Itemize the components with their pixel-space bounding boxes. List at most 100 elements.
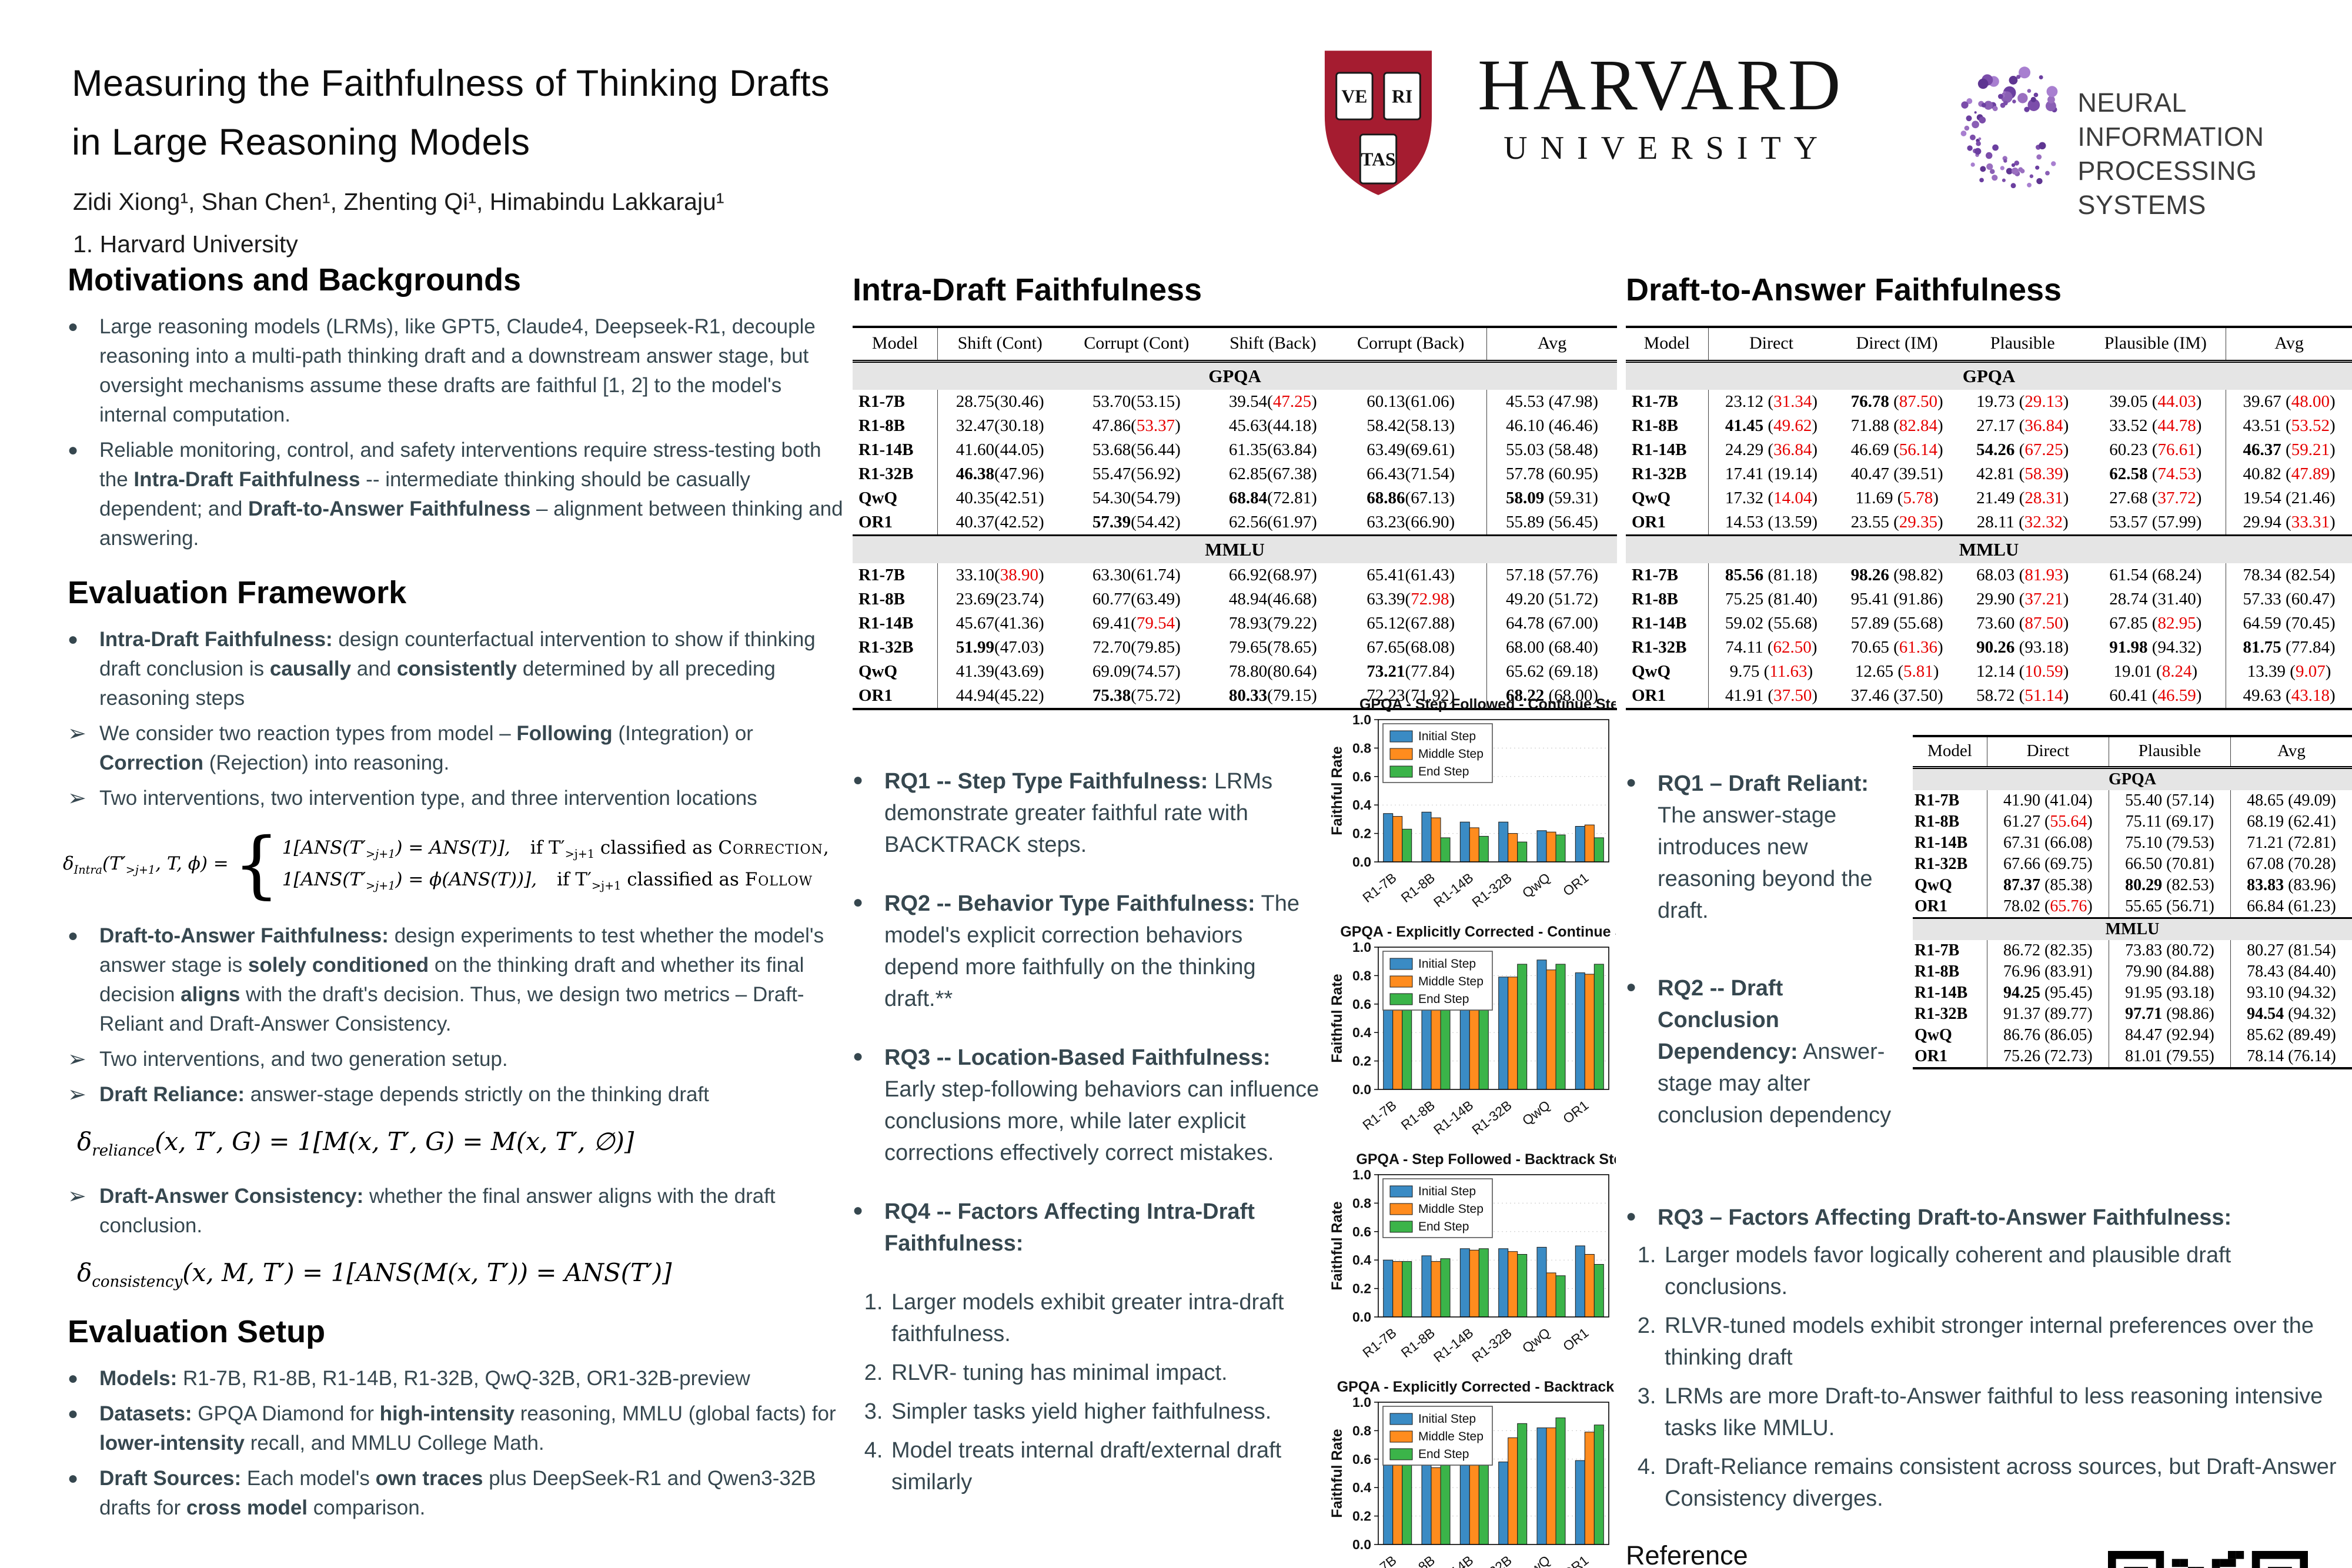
table-row: R1-14B 24.29 (36.84) 46.69 (56.14) 54.26 (6… bbox=[1626, 438, 2352, 462]
model-cell: OR1 bbox=[1632, 513, 1666, 531]
x-tick-label: QwQ bbox=[1519, 1325, 1553, 1356]
table-cell: 61.27 (55.64) bbox=[1986, 811, 2109, 833]
rq-item: ● RQ3 – Factors Affecting Draft-to-Answe… bbox=[1626, 1202, 2352, 1233]
table-cell: 65.62 (69.18) bbox=[1486, 660, 1617, 684]
bar-initial-step bbox=[1383, 813, 1394, 862]
section-band-row: GPQA bbox=[853, 361, 1617, 390]
consistency-table: Model Direct Plausible Avg GPQA R1-7B 41.90 (4… bbox=[1913, 735, 2352, 1177]
table-row: R1-7B 28.75(30.46) 53.70(53.15) 39.54(47.25… bbox=[853, 390, 1617, 414]
arrow-bullet-icon: ➢ bbox=[68, 786, 86, 811]
table-cell: 64.59 (70.45) bbox=[2226, 611, 2352, 636]
table-cell: 19.54 (21.46) bbox=[2226, 486, 2352, 510]
formula-cases: 1[ANS(T′>j+1) = ANS(T)], if T′>j+1 class… bbox=[282, 837, 830, 892]
list-item: ➢ Draft-Answer Consistency: whether the … bbox=[68, 1182, 844, 1241]
table-cell: 28.75(30.46) bbox=[937, 390, 1063, 414]
rq-numbered-item: Larger models favor logically coherent a… bbox=[1662, 1239, 2352, 1303]
bar-middle-step bbox=[1584, 974, 1595, 1090]
x-tick-label: R1-7B bbox=[1359, 870, 1399, 905]
formula-lhs: δIntra(T′>j+1, T, ϕ) = bbox=[63, 852, 229, 877]
results-table: Model Direct Direct (IM) Plausible Plausible… bbox=[1626, 326, 2352, 710]
arrow-bullet-icon: ➢ bbox=[68, 1047, 86, 1072]
table-cell: 66.50 (70.81) bbox=[2108, 854, 2231, 875]
x-tick-label: R1-14B bbox=[1431, 1552, 1476, 1568]
table-cell: 46.38(47.96) bbox=[937, 462, 1063, 486]
university-text: UNIVERSITY bbox=[1504, 130, 1831, 166]
qr-code bbox=[2108, 1551, 2308, 1568]
x-tick-label: R1-32B bbox=[1469, 870, 1514, 910]
formula-brace: { bbox=[233, 823, 280, 907]
rq-numbered-list: Larger models exhibit greater intra-draf… bbox=[853, 1286, 1323, 1498]
table-row: R1-8B 23.69(23.74) 60.77(63.49) 48.94(46.68… bbox=[853, 587, 1617, 611]
y-tick-label: 0.8 bbox=[1352, 1195, 1371, 1211]
x-tick-label: R1-32B bbox=[1469, 1552, 1514, 1568]
middle-column: Intra-Draft Faithfulness Model Shift (Con… bbox=[853, 272, 1650, 1568]
list-item: ● Intra-Draft Faithfulness: design count… bbox=[68, 625, 844, 713]
table-cell: 45.63(44.18) bbox=[1228, 416, 1317, 435]
x-tick-label: R1-7B bbox=[1359, 1097, 1399, 1133]
model-cell: R1-14B bbox=[1915, 984, 1968, 1002]
bar-end-step bbox=[1593, 1264, 1604, 1318]
rq-text: RQ2 -- Draft Conclusion Dependency: Answ… bbox=[1658, 976, 1892, 1128]
reference-block: Reference [1] Chen, Yanda, et al. "Reaso… bbox=[1626, 1540, 2084, 1568]
bar-initial-step bbox=[1421, 1255, 1432, 1318]
table-cell: 61.35(63.84) bbox=[1228, 440, 1317, 459]
table-cell: 59.02 (55.68) bbox=[1708, 611, 1835, 636]
model-cell: QwQ bbox=[1632, 489, 1671, 507]
bar-end-step bbox=[1593, 1425, 1604, 1545]
table-cell: 85.56 (81.18) bbox=[1708, 563, 1835, 587]
table-cell: 68.84(72.81) bbox=[1228, 489, 1317, 507]
bar-initial-step bbox=[1421, 811, 1432, 862]
legend-label: End Step bbox=[1418, 992, 1469, 1006]
table-cell: 97.71 (98.86) bbox=[2108, 1004, 2231, 1025]
reference-row: Reference [1] Chen, Yanda, et al. "Reaso… bbox=[1626, 1540, 2352, 1568]
bar-middle-step bbox=[1392, 1261, 1403, 1318]
list-item-text: Reliable monitoring, control, and safety… bbox=[99, 439, 843, 550]
table-row: QwQ 17.32 (14.04) 11.69 (5.78) 21.49 (28.31… bbox=[1626, 486, 2352, 510]
model-cell: R1-7B bbox=[1632, 392, 1678, 411]
section-band: MMLU bbox=[853, 534, 1617, 563]
bar-initial-step bbox=[1498, 821, 1509, 862]
table-cell: 51.99(47.03) bbox=[937, 636, 1063, 660]
bar-middle-step bbox=[1584, 1432, 1595, 1545]
bar-middle-step bbox=[1584, 1254, 1595, 1318]
table-cell: 68.86(67.13) bbox=[1367, 489, 1455, 507]
table-cell: 78.02 (65.76) bbox=[1986, 896, 2109, 918]
table-cell: 57.78 (60.95) bbox=[1486, 462, 1617, 486]
table-cell: 57.18 (57.76) bbox=[1486, 563, 1617, 587]
table-cell: 29.94 (33.31) bbox=[2226, 510, 2352, 536]
table-cell: 58.09 (59.31) bbox=[1486, 486, 1617, 510]
table-row: R1-8B 41.45 (49.62) 71.88 (82.84) 27.17 (36… bbox=[1626, 414, 2352, 438]
model-cell: R1-8B bbox=[1632, 590, 1678, 609]
rq-item: ● RQ4 -- Factors Affecting Intra-Draft F… bbox=[853, 1196, 1323, 1259]
y-tick-label: 1.0 bbox=[1352, 1167, 1371, 1182]
legend-label: End Step bbox=[1418, 1220, 1469, 1233]
y-axis-label: Faithful Rate bbox=[1330, 974, 1345, 1062]
table-cell: 94.54 (94.32) bbox=[2230, 1004, 2352, 1025]
model-cell: QwQ bbox=[1915, 1026, 1952, 1044]
table-cell: 63.23(66.90) bbox=[1367, 513, 1455, 531]
table-cell: 78.43 (84.40) bbox=[2230, 961, 2352, 982]
setup-heading: Evaluation Setup bbox=[68, 1313, 326, 1349]
model-cell: OR1 bbox=[1915, 897, 1947, 915]
model-cell: R1-32B bbox=[858, 464, 914, 483]
neurips-wordmark: NEURAL INFORMATION PROCESSING SYSTEMS bbox=[2077, 40, 2352, 222]
table-cell: 98.26 (98.82) bbox=[1850, 566, 1943, 584]
x-tick-label: OR1 bbox=[1560, 1552, 1591, 1568]
bar-chart: GPQA - Explicitly Corrected - Backtrack … bbox=[1329, 1379, 1650, 1568]
rq-numbered-item: LRMs are more Draft-to-Answer faithful t… bbox=[1662, 1380, 2352, 1444]
intra-rq-list: ● RQ1 -- Step Type Faithfulness: LRMs de… bbox=[853, 741, 1323, 1568]
model-cell: R1-32B bbox=[1915, 1005, 1968, 1023]
table-cell: 73.83 (80.72) bbox=[2108, 940, 2231, 961]
legend-label: Middle Step bbox=[1418, 1202, 1484, 1216]
bar-end-step bbox=[1593, 964, 1604, 1090]
dot-bullet-icon: ● bbox=[1626, 773, 1637, 792]
y-tick-label: 0.4 bbox=[1352, 1480, 1371, 1495]
column-header: Model bbox=[1913, 736, 1987, 769]
motivations-heading: Motivations and Backgrounds bbox=[68, 262, 522, 297]
bar-middle-step bbox=[1508, 977, 1518, 1090]
column-header: Shift (Cont) bbox=[937, 327, 1063, 363]
bar-end-step bbox=[1555, 1417, 1566, 1545]
table-cell: 60.13(61.06) bbox=[1367, 392, 1455, 411]
case-condition: if T′>j+1 classified as Follow bbox=[557, 869, 813, 893]
dot-bullet-icon: ● bbox=[853, 1047, 864, 1066]
